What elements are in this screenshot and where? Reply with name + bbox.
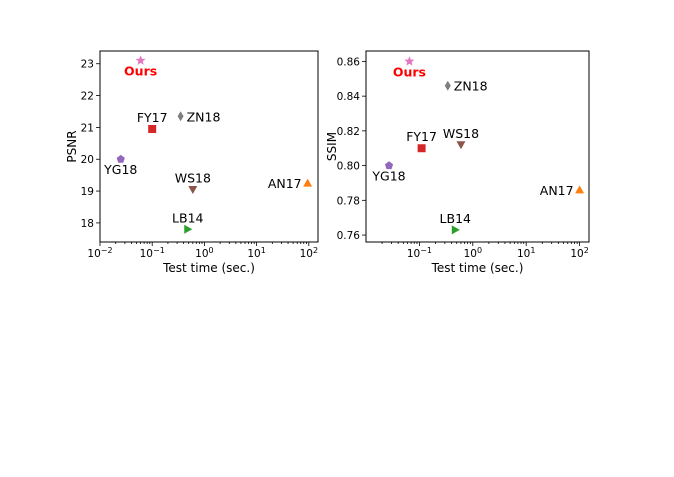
scatter-panel-ssim: 10−1 100 101 102 0.76 0.78 0.80 0.82 0.84 0.86 Tes… bbox=[325, 50, 590, 275]
x-minor-ticks bbox=[381, 242, 578, 244]
x-minor-ticks bbox=[115, 242, 307, 244]
data-label-ws18: WS18 bbox=[175, 170, 211, 185]
plot-frame bbox=[365, 50, 590, 243]
data-point-ours bbox=[135, 55, 146, 65]
y-tick-label: 0.76 bbox=[337, 230, 361, 242]
data-label-zn18: ZN18 bbox=[187, 109, 221, 124]
data-point-lb14 bbox=[184, 224, 193, 234]
data-label-an17: AN17 bbox=[268, 176, 302, 191]
y-tick-label: 19 bbox=[81, 186, 94, 198]
data-label-zn18: ZN18 bbox=[454, 79, 488, 94]
data-point-yg18 bbox=[116, 154, 125, 163]
x-tick-label: 101 bbox=[247, 246, 265, 260]
y-tick-label: 20 bbox=[81, 154, 94, 166]
data-point-ours bbox=[404, 56, 415, 66]
data-label-lb14: LB14 bbox=[440, 211, 471, 226]
y-tick-label: 0.80 bbox=[337, 161, 360, 173]
data-point-fy17 bbox=[148, 124, 157, 133]
data-label-ours: Ours bbox=[124, 64, 157, 79]
y-tick-label: 23 bbox=[81, 59, 94, 71]
x-tick-label: 10−2 bbox=[87, 246, 112, 260]
data-point-an17 bbox=[575, 185, 585, 194]
data-point-fy17 bbox=[417, 144, 426, 153]
data-label-fy17: FY17 bbox=[137, 110, 168, 125]
x-tick-label: 10−1 bbox=[140, 246, 165, 260]
data-point-zn18 bbox=[177, 111, 184, 122]
x-tick-label: 102 bbox=[300, 246, 318, 260]
x-axis-label: Test time (sec.) bbox=[162, 261, 255, 275]
y-tick-label: 0.82 bbox=[337, 126, 360, 138]
data-label-an17: AN17 bbox=[540, 183, 574, 198]
data-point-yg18 bbox=[384, 161, 394, 170]
data-label-yg18: YG18 bbox=[103, 162, 137, 177]
y-tick-label: 0.86 bbox=[337, 56, 361, 68]
x-tick-label: 101 bbox=[517, 246, 535, 260]
data-label-lb14: LB14 bbox=[172, 210, 203, 225]
x-tick-label: 10−1 bbox=[407, 246, 432, 260]
y-tick-label: 22 bbox=[81, 91, 94, 103]
y-tick-label: 18 bbox=[81, 218, 94, 230]
data-point-ws18 bbox=[456, 141, 466, 150]
x-tick-label: 102 bbox=[570, 246, 588, 260]
data-point-zn18 bbox=[444, 80, 451, 91]
plot-frame bbox=[99, 50, 319, 243]
data-point-ws18 bbox=[188, 185, 198, 194]
x-tick-label: 100 bbox=[195, 246, 213, 260]
data-point-an17 bbox=[303, 178, 313, 187]
y-axis-label: PSNR bbox=[65, 130, 79, 162]
data-label-yg18: YG18 bbox=[371, 169, 405, 184]
y-tick-label: 0.84 bbox=[337, 91, 361, 103]
y-tick-label: 0.78 bbox=[337, 195, 360, 207]
y-tick-label: 21 bbox=[81, 122, 94, 134]
x-tick-label: 100 bbox=[464, 246, 482, 260]
data-label-ours: Ours bbox=[393, 64, 426, 79]
data-point-lb14 bbox=[451, 225, 460, 235]
scatter-panel-psnr: 10−2 10−1 100 101 102 18 19 20 21 22 23 Test time (… bbox=[65, 50, 319, 275]
data-label-fy17: FY17 bbox=[406, 129, 437, 144]
x-axis-label: Test time (sec.) bbox=[431, 261, 524, 275]
data-label-ws18: WS18 bbox=[443, 126, 479, 141]
y-axis-label: SSIM bbox=[325, 132, 339, 161]
